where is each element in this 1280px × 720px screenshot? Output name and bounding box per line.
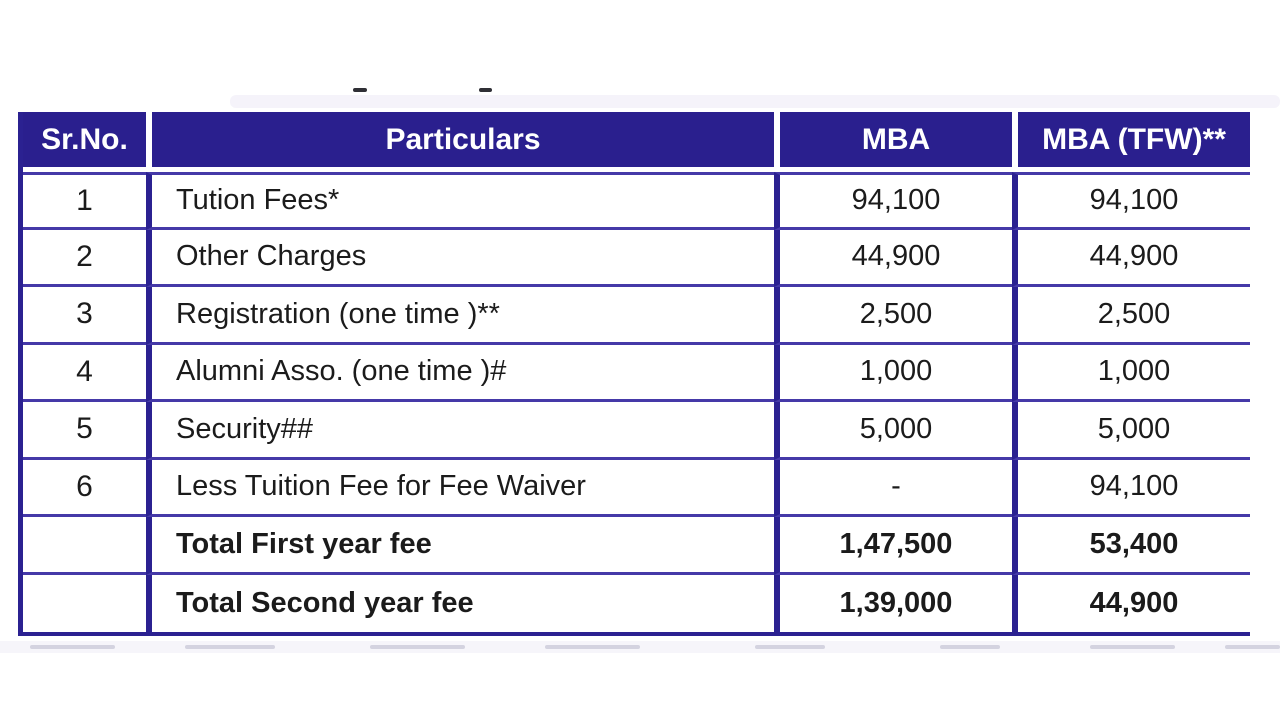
- cell-mba: 44,900: [774, 229, 1012, 287]
- cropped-text-artifact-dash: [755, 645, 825, 649]
- cell-mba: 1,000: [774, 344, 1012, 402]
- cell-sr-no: 4: [23, 345, 146, 402]
- cell-particulars: Registration (one time )**: [146, 287, 774, 345]
- cropped-text-artifact-dash: [353, 88, 367, 92]
- cell-mba-tfw: 44,900: [1012, 574, 1250, 632]
- cell-sr-no: 5: [23, 402, 146, 460]
- table-row: 5 Security## 5,000 5,000: [23, 402, 1250, 460]
- table-row: 6 Less Tuition Fee for Fee Waiver -94,100: [23, 459, 1250, 517]
- table-row: 4 Alumni Asso. (one time )# 1,000 1,000: [23, 344, 1250, 402]
- column-header-mba: MBA: [774, 112, 1012, 167]
- cropped-text-artifact-dash: [185, 645, 275, 649]
- cell-particulars: Tution Fees*: [146, 172, 774, 230]
- cell-mba-tfw: 94,100: [1012, 459, 1250, 517]
- cropped-text-artifact-dash: [545, 645, 640, 649]
- cell-mba-tfw: 44,900: [1012, 229, 1250, 287]
- table-row: Total Second year fee 1,39,000 44,900: [23, 574, 1250, 633]
- cell-mba-tfw: 94,100: [1012, 172, 1250, 230]
- column-header-mba-tfw: MBA (TFW)**: [1012, 112, 1250, 167]
- table-row: Total First year fee 1,47,500 53,400: [23, 517, 1250, 575]
- cell-particulars: Total Second year fee: [146, 574, 774, 632]
- cropped-text-artifact-bottom: [0, 641, 1280, 653]
- fee-table-body: 1 Tution Fees* 94,100 94,100 2 Other Charges 4…: [23, 172, 1250, 632]
- cell-particulars: Less Tuition Fee for Fee Waiver: [146, 459, 774, 517]
- column-header-particulars: Particulars: [146, 112, 774, 167]
- cropped-text-artifact-dash: [30, 645, 115, 649]
- cropped-text-artifact-dash: [370, 645, 465, 649]
- cell-mba-tfw: 5,000: [1012, 402, 1250, 460]
- table-row: 2 Other Charges 44,900 44,900: [23, 229, 1250, 287]
- cell-sr-no: 1: [23, 172, 146, 230]
- fee-table: Sr.No. Particulars MBA MBA (TFW)** 1 Tuti…: [18, 112, 1250, 636]
- cell-mba-tfw: 1,000: [1012, 344, 1250, 402]
- cell-mba-tfw: 53,400: [1012, 517, 1250, 575]
- cell-sr-no: [23, 517, 146, 575]
- cropped-text-artifact-dash: [940, 645, 1000, 649]
- cell-sr-no: 6: [23, 460, 146, 517]
- cropped-text-artifact-dash: [1225, 645, 1280, 649]
- fee-table-header: Sr.No. Particulars MBA MBA (TFW)**: [23, 112, 1250, 172]
- table-row: 1 Tution Fees* 94,100 94,100: [23, 172, 1250, 230]
- cell-particulars: Security##: [146, 402, 774, 460]
- cell-sr-no: 2: [23, 230, 146, 287]
- cell-mba: 2,500: [774, 287, 1012, 345]
- cell-particulars: Total First year fee: [146, 517, 774, 575]
- cell-mba: 1,39,000: [774, 574, 1012, 632]
- cell-particulars: Other Charges: [146, 229, 774, 287]
- table-row: 3 Registration (one time )** 2,500 2,500: [23, 287, 1250, 345]
- cell-particulars: Alumni Asso. (one time )#: [146, 344, 774, 402]
- cell-mba: 94,100: [774, 172, 1012, 230]
- cell-mba-tfw: 2,500: [1012, 287, 1250, 345]
- cell-sr-no: 3: [23, 287, 146, 345]
- cropped-text-artifact-dash: [479, 88, 492, 92]
- cell-sr-no: [23, 575, 146, 633]
- cropped-text-artifact-dash: [1090, 645, 1175, 649]
- cell-mba: 5,000: [774, 402, 1012, 460]
- column-header-sr-no: Sr.No.: [23, 112, 146, 167]
- cell-mba: 1,47,500: [774, 517, 1012, 575]
- cell-mba: -: [774, 459, 1012, 517]
- cropped-text-artifact-top: [230, 95, 1280, 108]
